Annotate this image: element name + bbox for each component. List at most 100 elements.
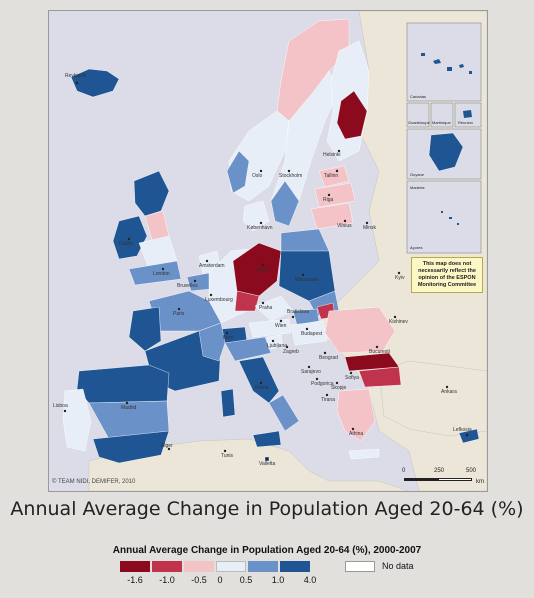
region-germany-central <box>234 290 260 312</box>
city-label-dublin: Dublin <box>119 241 133 247</box>
copyright-text: © TEAM NIDI, DEMIFER, 2010 <box>52 479 136 485</box>
legend-swatch-class-6 <box>280 561 310 572</box>
inset-guyane-region <box>428 132 464 172</box>
region-sweden-south <box>270 180 300 227</box>
scale-tick-500: 500 <box>466 468 477 474</box>
inset-acores-islands <box>441 211 459 225</box>
region-norway-west <box>226 150 250 194</box>
region-austria <box>248 318 292 338</box>
region-portugal <box>62 388 92 452</box>
city-label-kobenhavn: København <box>247 225 273 231</box>
region-poland-south <box>278 250 336 302</box>
scale-unit: km <box>476 479 484 485</box>
city-label-kishinev: Kishinev <box>389 319 408 325</box>
land-turkey <box>378 360 487 437</box>
city-label-tirana: Tirana <box>321 397 335 403</box>
region-england-south <box>128 260 182 286</box>
legend: -1.6 -1.0 -0.5 0 0.5 1.0 4.0 No data <box>120 561 440 591</box>
city-label-madrid: Madrid <box>121 405 137 411</box>
city-label-praha: Praha <box>259 305 273 311</box>
page-title: Annual Average Change in Population Aged… <box>10 498 524 520</box>
europe-map: Canarias Guadeloupe Martinique Réunion G… <box>53 11 487 491</box>
scale-bar-segment-2 <box>438 478 472 481</box>
inset-label-guyane: Guyane <box>410 172 425 177</box>
region-sardinia <box>220 388 236 418</box>
city-label-beograd: Beograd <box>319 355 338 361</box>
city-label-bern: Bern <box>223 335 234 341</box>
city-label-bratislava: Bratislava <box>287 309 309 315</box>
legend-swatch-class-2 <box>152 561 182 572</box>
region-scotland <box>133 170 170 217</box>
region-slovenia <box>266 334 284 350</box>
city-label-minsk: Minsk <box>363 225 377 231</box>
region-finland-east <box>336 90 368 140</box>
city-label-luxembourg: Luxembourg <box>205 297 233 303</box>
city-label-wien: Wien <box>275 323 287 329</box>
city-label-kyiv: Kyiv <box>395 275 405 281</box>
region-latvia <box>314 182 356 208</box>
inset-reunion-island <box>463 110 472 118</box>
scale-tick-0: 0 <box>402 468 406 474</box>
legend-swatch-class-5 <box>248 561 278 572</box>
inset-label-reunion: Réunion <box>458 120 473 125</box>
legend-break-7: 4.0 <box>303 575 317 585</box>
city-label-ankara: Ankara <box>441 389 457 395</box>
legend-swatch-class-4 <box>216 561 246 572</box>
city-label-sarajevo: Sarajevo <box>301 369 321 375</box>
city-label-bruxelles: Bruxelles <box>177 283 198 289</box>
city-label-vilnius: Vilnius <box>337 223 352 229</box>
region-greece <box>336 388 376 442</box>
region-lithuania <box>310 202 354 230</box>
legend-swatch-class-1 <box>120 561 150 572</box>
city-label-tunis: Tunis <box>221 453 234 459</box>
region-slovakia <box>292 308 320 326</box>
legend-no-data-label: No data <box>382 561 414 571</box>
legend-swatch-no-data <box>345 561 375 572</box>
region-spain-north <box>76 364 170 404</box>
city-label-lefkosia: Lefkosia <box>453 427 472 433</box>
region-iceland <box>70 68 120 98</box>
region-hungary <box>290 320 328 346</box>
region-france-west <box>128 306 162 352</box>
city-label-london: London <box>153 271 170 277</box>
city-label-podgorica: Podgorica <box>311 381 334 387</box>
legend-break-3: -0.5 <box>191 575 207 585</box>
city-label-zagreb: Zagreb <box>283 349 299 355</box>
region-france-east <box>198 322 226 362</box>
legend-title: Annual Average Change in Population Aged… <box>112 545 422 556</box>
legend-break-4: 0 <box>217 575 223 585</box>
city-label-athina: Athina <box>349 431 363 437</box>
region-sweden <box>270 70 340 222</box>
region-spain-south <box>92 430 170 464</box>
legend-break-6: 1.0 <box>271 575 285 585</box>
city-label-stockholm: Stockholm <box>279 173 302 179</box>
inset-label-canarias: Canarias <box>410 94 426 99</box>
city-label-tallinn: Tallinn <box>324 173 338 179</box>
city-label-alger: Alger <box>161 443 173 449</box>
inset-label-madeira: Madeira <box>410 185 425 190</box>
city-label-berlin: Berlin <box>257 267 270 273</box>
city-label-ljubljana: Ljubljana <box>267 343 287 349</box>
city-label-valletta: Valletta <box>259 461 276 467</box>
map-frame: Canarias Guadeloupe Martinique Réunion G… <box>48 10 488 492</box>
scale-bar: 0 250 500 km <box>402 468 486 488</box>
city-label-skopje: Skopje <box>331 385 347 391</box>
city-label-amsterdam: Amsterdam <box>199 263 225 269</box>
city-markers <box>63 81 469 461</box>
inset-martinique <box>430 102 454 128</box>
city-label-bucuresti: Bucuresti <box>369 349 390 355</box>
legend-break-2: -1.0 <box>159 575 175 585</box>
legend-break-5: 0.5 <box>239 575 253 585</box>
disclaimer-note: This map does not necessarily reflect th… <box>411 257 483 293</box>
inset-label-acores: Açores <box>410 245 422 250</box>
city-label-oslo: Oslo <box>252 173 263 179</box>
city-label-paris: Paris <box>173 311 185 317</box>
city-label-helsinki: Helsinki <box>323 152 341 158</box>
inset-madeira-acores <box>406 180 482 254</box>
legend-swatch-class-3 <box>184 561 214 572</box>
legend-break-1: -1.6 <box>127 575 143 585</box>
region-estonia <box>318 165 350 188</box>
city-label-riga: Riga <box>323 197 334 203</box>
scale-bar-segment-1 <box>404 478 438 481</box>
region-romania <box>324 306 396 354</box>
